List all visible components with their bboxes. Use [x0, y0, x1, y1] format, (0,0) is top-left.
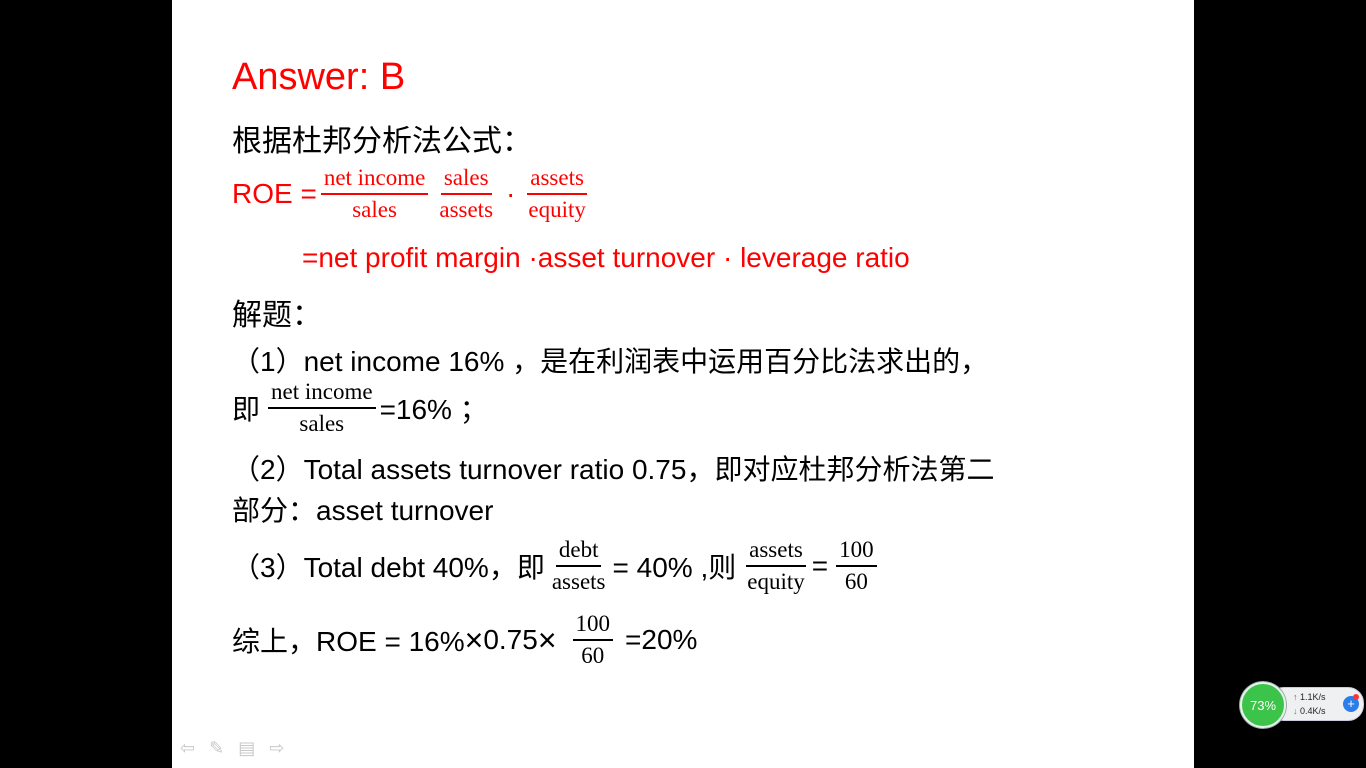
pen-icon[interactable]: ✎: [209, 738, 225, 758]
summary-formula: 综上，ROE = 16% × 0.75 × 100 60 =20%: [232, 611, 698, 669]
plus-icon[interactable]: +: [1343, 696, 1359, 712]
fraction-denominator: assets: [439, 197, 494, 223]
fraction-denominator: 60: [844, 569, 868, 595]
fraction-denominator: equity: [528, 197, 586, 223]
step2-line2: 部分：asset turnover: [232, 495, 494, 526]
menu-icon[interactable]: ▤: [238, 738, 256, 758]
slide: Answer: B 根据杜邦分析法公式： ROE = net income sa…: [172, 0, 1194, 768]
summary-result: =20%: [625, 624, 698, 656]
fraction-denominator: assets: [551, 569, 606, 595]
step3-prefix: （3）Total debt 40%，即: [232, 552, 545, 584]
fraction-net-income-sales: net income sales: [268, 379, 376, 437]
step1-suffix: =16% ；: [379, 394, 488, 426]
fraction-numerator: sales: [440, 165, 492, 196]
slideshow-controls: ⇦ ✎ ▤ ⇨: [180, 738, 284, 759]
step3-mid: = 40% ,则: [612, 552, 737, 584]
fraction-numerator: assets: [746, 537, 806, 568]
fraction-100-60: 100 60: [836, 537, 877, 595]
step1-formula: 即 net income sales =16% ；: [232, 379, 488, 437]
fraction-denominator: equity: [747, 569, 805, 595]
notification-dot: [1353, 694, 1359, 700]
summary-mid: 0.75: [483, 624, 538, 656]
fraction-assets-equity: assets equity: [525, 165, 589, 223]
intro-text: 根据杜邦分析法公式：: [232, 125, 532, 158]
step3-equals: =: [811, 550, 829, 582]
times-sign: ×: [464, 621, 484, 658]
fraction-numerator: 100: [836, 537, 877, 568]
fraction-numerator: 100: [572, 611, 614, 642]
fraction-denominator: sales: [299, 411, 345, 437]
roe-expansion: =net profit margin ·asset turnover · lev…: [302, 242, 910, 273]
download-speed: ↓ 0.4K/s: [1293, 706, 1326, 716]
answer-title: Answer: B: [232, 56, 406, 98]
fraction-numerator: debt: [555, 537, 602, 568]
solve-label: 解题：: [232, 299, 322, 332]
roe-label: ROE =: [232, 178, 317, 210]
times-sign: ×: [537, 621, 557, 658]
memory-usage-gauge[interactable]: 73%: [1240, 682, 1286, 728]
fraction-numerator: net income: [320, 165, 429, 196]
fraction-numerator: net income: [268, 379, 376, 410]
upload-speed: ↑ 1.1K/s: [1293, 692, 1326, 702]
fraction-denominator: 60: [581, 643, 605, 669]
fraction-net-income-sales: net income sales: [320, 165, 429, 223]
step2-line1: （2）Total assets turnover ratio 0.75，即对应杜…: [232, 454, 995, 485]
step1-text: （1）net income 16% ，是在利润表中运用百分比法求出的，: [232, 346, 989, 377]
fraction-denominator: sales: [352, 197, 397, 223]
fraction-numerator: assets: [527, 165, 587, 196]
multiply-dot: ·: [506, 178, 516, 210]
fraction-debt-assets: debt assets: [549, 537, 609, 595]
step3-formula: （3）Total debt 40%，即 debt assets = 40% ,则…: [232, 537, 881, 595]
network-monitor-widget[interactable]: ↑ 1.1K/s ↓ 0.4K/s + 73%: [1238, 680, 1364, 728]
fraction-assets-equity: assets equity: [744, 537, 808, 595]
fraction-100-60: 100 60: [572, 611, 614, 669]
step1-prefix: 即: [232, 394, 261, 426]
arrow-left-icon[interactable]: ⇦: [180, 738, 196, 758]
fraction-sales-assets: sales assets: [436, 165, 496, 223]
arrow-right-icon[interactable]: ⇨: [269, 738, 285, 758]
summary-prefix: 综上，ROE = 16%: [232, 626, 465, 658]
roe-formula: ROE = net income sales sales assets · as…: [232, 165, 593, 223]
